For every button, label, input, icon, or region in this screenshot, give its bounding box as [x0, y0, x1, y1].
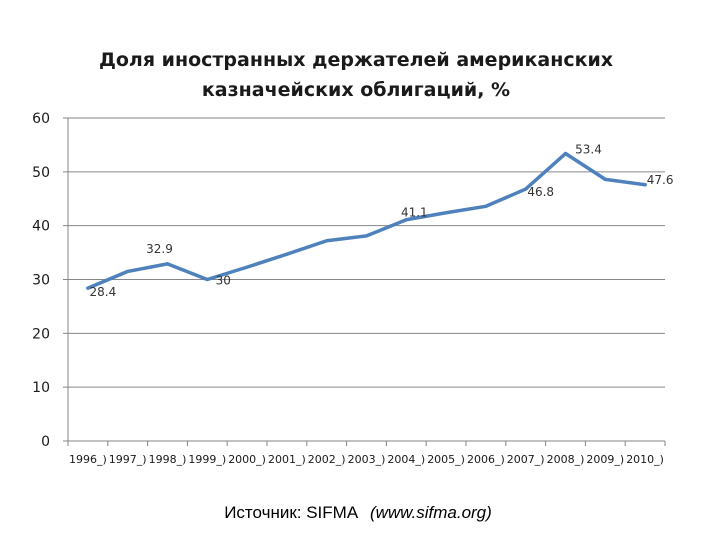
x-tick-label: 2006_) — [467, 453, 505, 466]
x-tick-label: 2004_) — [387, 453, 425, 466]
y-tick-label: 10 — [32, 380, 50, 396]
x-axis-tick-labels: 1996_) 1997_) 1998_) 1999_) 2000_) 2001_) 2002… — [69, 453, 664, 466]
data-point — [165, 262, 170, 266]
data-label: 41.1 — [401, 206, 428, 220]
x-tick-label: 2001_) — [268, 453, 306, 466]
x-tick-label: 2000_) — [228, 453, 266, 466]
x-tick-label: 1998_) — [149, 453, 187, 466]
x-tick-label: 2008_) — [547, 453, 585, 466]
y-tick-label: 40 — [32, 219, 50, 235]
x-tick-label: 2007_) — [507, 453, 545, 466]
gridlines — [68, 117, 665, 388]
data-point — [245, 265, 249, 269]
data-point — [563, 151, 568, 156]
x-tick-label: 1997_) — [109, 453, 147, 466]
x-tick-label: 2010_) — [626, 453, 664, 466]
series — [86, 151, 647, 290]
x-tick-label: 1999_) — [188, 453, 226, 466]
source-prefix: Источник: SIFMA — [224, 503, 359, 522]
data-labels: 28.4 32.9 30 41.1 46.8 53.4 47.6 — [90, 143, 674, 300]
chart-title-line-2: казначейских облигаций, % — [202, 79, 510, 101]
x-tick-label: 2005_) — [427, 453, 465, 466]
data-label: 32.9 — [146, 242, 173, 256]
y-tick-label: 30 — [32, 273, 50, 289]
series-line — [86, 151, 647, 290]
data-point — [126, 269, 130, 274]
axes — [63, 117, 666, 446]
data-point — [643, 183, 647, 187]
y-tick-label: 0 — [41, 434, 50, 450]
data-point — [86, 286, 90, 290]
data-label: 46.8 — [527, 185, 554, 199]
data-point — [364, 234, 369, 238]
x-tick-label: 2009_) — [586, 453, 624, 466]
source-url: (www.sifma.org) — [370, 503, 492, 522]
data-point — [404, 218, 408, 222]
chart-title-line-1: Доля иностранных держателей американских — [99, 49, 613, 71]
data-point — [603, 177, 607, 181]
x-tick-label: 1996_) — [69, 453, 107, 466]
data-point — [524, 187, 528, 191]
data-point — [325, 239, 329, 243]
y-axis-tick-labels: 0 10 20 30 40 50 60 — [32, 111, 50, 450]
y-tick-label: 50 — [32, 165, 50, 181]
data-label: 30 — [216, 274, 231, 288]
data-point — [484, 204, 488, 208]
x-tick-label: 2003_) — [348, 453, 386, 466]
y-tick-label: 20 — [32, 326, 50, 342]
data-label: 53.4 — [575, 143, 602, 157]
data-point — [444, 211, 448, 215]
source-note: Источник: SIFMA (www.sifma.org) — [224, 503, 492, 522]
x-tick-label: 2002_) — [308, 453, 346, 466]
y-tick-label: 60 — [32, 111, 50, 127]
data-label: 28.4 — [90, 285, 117, 299]
data-point — [285, 252, 289, 256]
data-point — [205, 277, 209, 282]
data-label: 47.6 — [647, 173, 674, 187]
